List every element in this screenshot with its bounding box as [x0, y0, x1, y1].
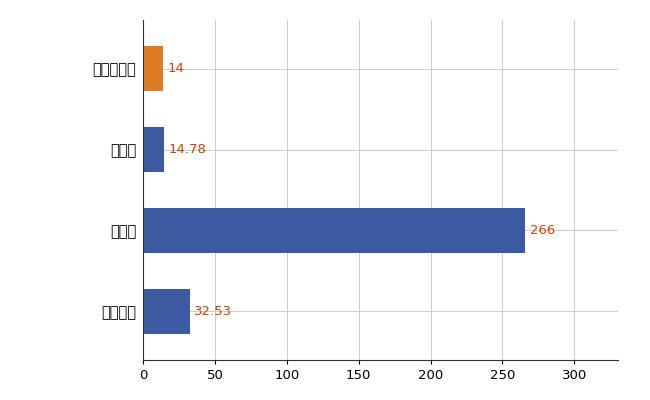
- Text: 14.78: 14.78: [168, 143, 207, 156]
- Bar: [143, 127, 164, 172]
- Text: 266: 266: [530, 224, 555, 237]
- Bar: [143, 46, 163, 91]
- Bar: [143, 208, 525, 253]
- Text: 32.53: 32.53: [194, 305, 232, 318]
- Bar: [143, 289, 190, 334]
- Text: 14: 14: [168, 62, 185, 75]
